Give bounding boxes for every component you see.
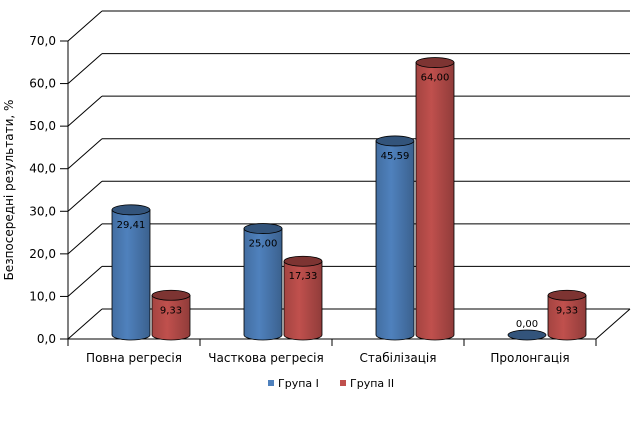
data-label: 29,41	[117, 220, 146, 231]
y-tick-label: 50,0	[29, 119, 56, 133]
legend-label: Група ІІ	[350, 377, 394, 390]
bar-top	[507, 329, 547, 341]
bar-2-4: 9,33	[547, 289, 587, 341]
bar-2-2: 17,33	[283, 255, 323, 341]
bar-1-4: 0,00	[507, 319, 547, 341]
data-label: 25,00	[249, 239, 278, 250]
bar-top	[415, 57, 455, 68]
floor-right-edge	[595, 308, 631, 340]
grid	[67, 10, 631, 340]
x-tick-label: Повна регресія	[86, 351, 182, 365]
gridline-diagonal	[67, 308, 103, 340]
gridline-diagonal	[67, 53, 103, 84]
legend-swatch	[268, 380, 274, 386]
y-tick-label: 20,0	[29, 247, 56, 261]
x-axis-ticks: Повна регресія Часткова регресія Стабіліза…	[67, 339, 597, 365]
y-tick-label: 10,0	[29, 289, 56, 303]
bar-top	[243, 223, 283, 234]
bar-1-1: 29,41	[111, 204, 151, 341]
legend-swatch	[340, 380, 346, 386]
gridline-diagonal	[67, 223, 103, 255]
gridline-diagonal	[67, 180, 103, 212]
bar-top	[151, 289, 191, 301]
bar-1-3: 45,59	[375, 135, 415, 341]
data-label: 45,59	[381, 151, 410, 162]
bars: 29,41 9,33 25,00 17,33 45,59 64,00 0,00 9,33	[111, 57, 587, 341]
bar-1-2: 25,00	[243, 223, 283, 341]
y-axis-ticks: 0,0 10,0 20,0 30,0 40,0 50,0 60,0 70,0	[29, 34, 68, 346]
x-tick-label: Стабілізація	[360, 351, 437, 365]
bar-top	[283, 255, 323, 267]
y-tick-label: 0,0	[37, 332, 56, 346]
x-tick-label: Пролонгація	[490, 351, 569, 365]
y-tick-label: 70,0	[29, 34, 56, 48]
legend: Група І Група ІІ	[268, 377, 394, 390]
bar-2-3: 64,00	[415, 57, 455, 341]
y-axis-title: Безпосередні результати, %	[2, 100, 16, 281]
legend-label: Група І	[278, 377, 319, 390]
gridline-diagonal	[67, 266, 103, 297]
legend-item-1: Група І	[268, 377, 319, 390]
y-tick-label: 60,0	[29, 77, 56, 91]
y-tick-label: 40,0	[29, 162, 56, 176]
y-tick-label: 30,0	[29, 204, 56, 218]
bar-top	[547, 289, 587, 301]
bar-2-1: 9,33	[151, 289, 191, 341]
data-label: 9,33	[556, 305, 578, 316]
bar-top	[111, 204, 151, 216]
gridline-diagonal	[67, 138, 103, 170]
data-label: 64,00	[421, 73, 450, 84]
gridline-diagonal	[67, 10, 103, 42]
data-label: 17,33	[289, 271, 318, 282]
gridline-diagonal	[67, 95, 103, 127]
data-label: 0,00	[516, 319, 538, 330]
bar-top	[375, 135, 415, 147]
legend-item-2: Група ІІ	[340, 377, 394, 390]
x-tick-label: Часткова регресія	[208, 351, 323, 365]
data-label: 9,33	[160, 305, 182, 316]
